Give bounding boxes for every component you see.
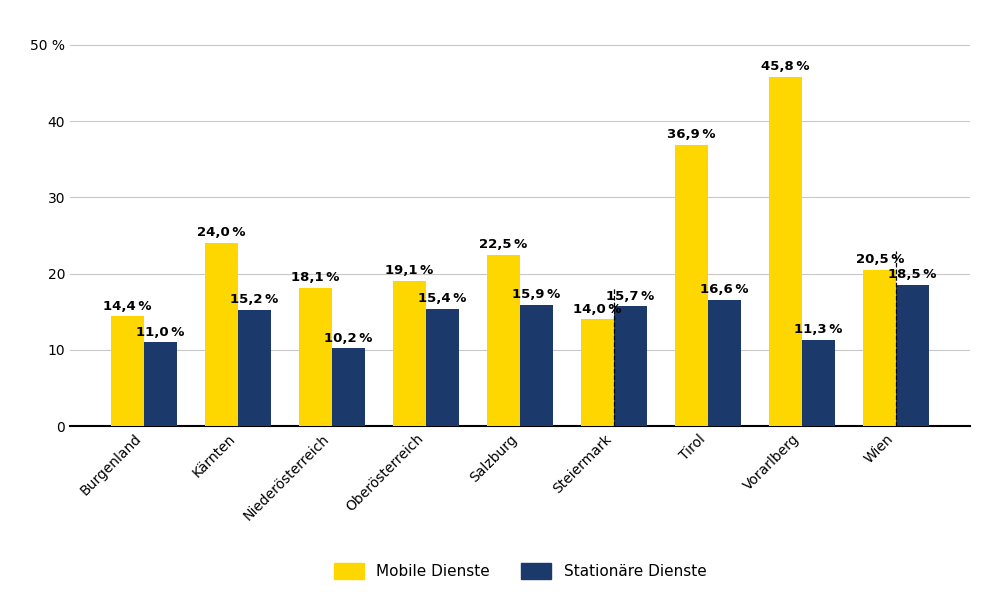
Text: 19,1 %: 19,1 % <box>385 264 434 276</box>
Text: 16,6 %: 16,6 % <box>700 283 749 296</box>
Text: 22,5 %: 22,5 % <box>479 238 528 251</box>
Bar <box>863 270 896 426</box>
Text: 15,2 %: 15,2 % <box>230 294 278 307</box>
Legend: Mobile Dienste, Stationäre Dienste: Mobile Dienste, Stationäre Dienste <box>328 557 712 585</box>
Text: 15,9 %: 15,9 % <box>512 288 561 301</box>
Bar <box>393 281 426 426</box>
Text: 10,2 %: 10,2 % <box>324 332 373 345</box>
Bar <box>299 288 332 426</box>
Text: 15,7 %: 15,7 % <box>606 289 655 303</box>
Bar <box>238 310 271 426</box>
Text: 11,0 %: 11,0 % <box>136 326 184 339</box>
Text: 11,3 %: 11,3 % <box>794 323 843 336</box>
Bar <box>708 300 741 426</box>
Bar <box>675 145 708 426</box>
Text: 36,9 %: 36,9 % <box>667 128 716 141</box>
Bar <box>520 305 553 426</box>
Bar <box>144 342 177 426</box>
Bar <box>614 307 647 426</box>
Text: 15,4 %: 15,4 % <box>418 292 467 305</box>
Bar <box>426 309 459 426</box>
Bar <box>111 316 144 426</box>
Text: 20,5 %: 20,5 % <box>856 253 904 266</box>
Bar <box>802 340 835 426</box>
Text: 14,4 %: 14,4 % <box>103 300 152 313</box>
Text: 45,8 %: 45,8 % <box>761 60 810 73</box>
Text: 14,0 %: 14,0 % <box>573 303 622 316</box>
Bar <box>896 285 929 426</box>
Bar <box>332 349 365 426</box>
Text: 18,1 %: 18,1 % <box>291 271 340 284</box>
Bar <box>487 255 520 426</box>
Text: 18,5 %: 18,5 % <box>888 268 937 281</box>
Bar <box>205 243 238 426</box>
Text: 24,0 %: 24,0 % <box>197 226 246 239</box>
Bar <box>581 320 614 426</box>
Bar <box>769 77 802 426</box>
